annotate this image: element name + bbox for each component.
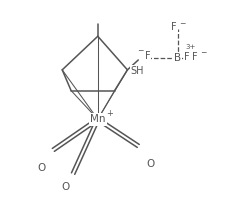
Text: F: F	[184, 52, 190, 62]
Text: −: −	[137, 46, 143, 55]
Text: F: F	[172, 22, 177, 32]
Text: O: O	[61, 182, 69, 192]
Text: F: F	[192, 52, 198, 62]
Text: SH: SH	[130, 66, 144, 76]
Text: −: −	[200, 48, 207, 57]
Text: B: B	[174, 53, 181, 63]
Text: −: −	[179, 19, 185, 28]
Text: Mn: Mn	[90, 114, 105, 124]
Text: O: O	[146, 159, 154, 169]
Text: 3+: 3+	[185, 45, 196, 51]
Text: O: O	[37, 163, 46, 173]
Text: +: +	[106, 109, 113, 118]
Text: F: F	[145, 51, 151, 61]
